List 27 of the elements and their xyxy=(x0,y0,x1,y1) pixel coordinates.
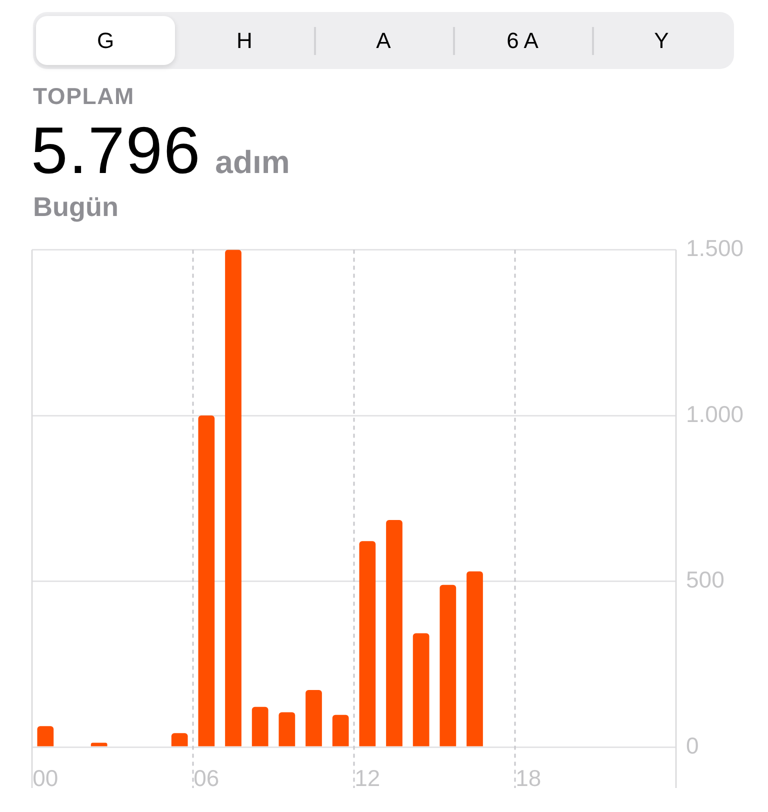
y-tick-label: 1.500 xyxy=(686,235,744,262)
bar xyxy=(225,250,242,746)
bar xyxy=(386,520,402,746)
bar xyxy=(171,733,188,746)
bar xyxy=(359,541,376,746)
bar xyxy=(90,742,108,746)
bar xyxy=(440,584,456,746)
x-tick-label: 12 xyxy=(354,765,380,792)
chart-subtitle: Bugün xyxy=(33,192,118,223)
chart-title: 5.796 adım xyxy=(31,113,290,187)
bar xyxy=(466,571,483,746)
bar xyxy=(412,633,430,746)
bar xyxy=(306,690,322,746)
selected-tab: G xyxy=(36,16,175,65)
segmented-control: G H A 6 A Y xyxy=(33,12,734,69)
bar xyxy=(278,712,296,746)
bar xyxy=(332,714,349,746)
x-tick-label: 06 xyxy=(194,765,220,792)
y-tick-label: 1.000 xyxy=(686,400,744,427)
text: TOPLAM xyxy=(33,83,134,110)
y-tick-label: 500 xyxy=(686,566,724,593)
bar xyxy=(37,726,54,746)
x-tick-label: 00 xyxy=(32,765,58,792)
bar xyxy=(252,706,268,746)
bar xyxy=(198,416,215,746)
y-tick-label: 0 xyxy=(686,732,699,758)
x-tick-label: 18 xyxy=(516,765,542,792)
